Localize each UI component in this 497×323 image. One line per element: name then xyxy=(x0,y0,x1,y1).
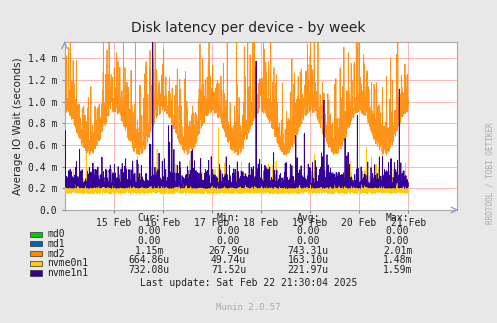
Text: Cur:: Cur: xyxy=(137,213,161,223)
Text: 0.00: 0.00 xyxy=(217,236,241,246)
Text: 267.96u: 267.96u xyxy=(208,245,249,255)
Text: 664.86u: 664.86u xyxy=(129,255,169,265)
Text: Last update: Sat Feb 22 21:30:04 2025: Last update: Sat Feb 22 21:30:04 2025 xyxy=(140,278,357,288)
Text: Disk latency per device - by week: Disk latency per device - by week xyxy=(131,21,366,35)
Text: 49.74u: 49.74u xyxy=(211,255,246,265)
Text: 732.08u: 732.08u xyxy=(129,265,169,275)
Text: 1.15m: 1.15m xyxy=(134,245,164,255)
Text: 743.31u: 743.31u xyxy=(288,245,329,255)
Text: md1: md1 xyxy=(47,239,65,249)
Text: nvme1n1: nvme1n1 xyxy=(47,268,88,278)
Text: Munin 2.0.57: Munin 2.0.57 xyxy=(216,303,281,312)
Text: Max:: Max: xyxy=(386,213,410,223)
Text: 1.59m: 1.59m xyxy=(383,265,413,275)
Text: 221.97u: 221.97u xyxy=(288,265,329,275)
Text: 0.00: 0.00 xyxy=(137,236,161,246)
Text: Min:: Min: xyxy=(217,213,241,223)
Text: RRDTOOL / TOBI OETIKER: RRDTOOL / TOBI OETIKER xyxy=(485,123,494,224)
Y-axis label: Average IO Wait (seconds): Average IO Wait (seconds) xyxy=(13,57,23,195)
Text: 0.00: 0.00 xyxy=(386,226,410,236)
Text: md0: md0 xyxy=(47,229,65,239)
Text: 1.48m: 1.48m xyxy=(383,255,413,265)
Text: 0.00: 0.00 xyxy=(296,236,320,246)
Text: 0.00: 0.00 xyxy=(137,226,161,236)
Text: 71.52u: 71.52u xyxy=(211,265,246,275)
Text: 0.00: 0.00 xyxy=(386,236,410,246)
Text: 163.10u: 163.10u xyxy=(288,255,329,265)
Text: nvme0n1: nvme0n1 xyxy=(47,258,88,268)
Text: 2.01m: 2.01m xyxy=(383,245,413,255)
Text: Avg:: Avg: xyxy=(296,213,320,223)
Text: md2: md2 xyxy=(47,249,65,258)
Text: 0.00: 0.00 xyxy=(296,226,320,236)
Text: 0.00: 0.00 xyxy=(217,226,241,236)
